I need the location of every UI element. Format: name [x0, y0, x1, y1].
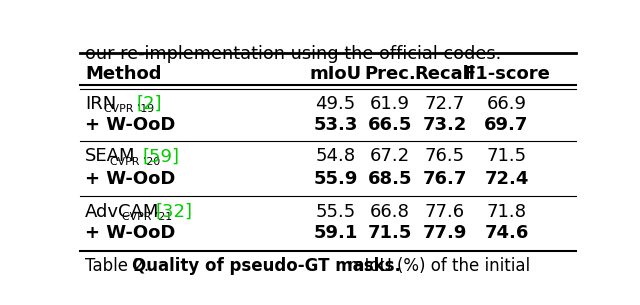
Text: [59]: [59] [143, 147, 180, 165]
Text: mIoU (%) of the initial: mIoU (%) of the initial [343, 257, 530, 275]
Text: 66.5: 66.5 [368, 116, 412, 134]
Text: 72.7: 72.7 [424, 95, 465, 113]
Text: Method: Method [85, 65, 161, 83]
Text: 71.8: 71.8 [486, 203, 527, 221]
Text: 59.1: 59.1 [313, 224, 358, 242]
Text: 73.2: 73.2 [422, 116, 467, 134]
Text: 54.8: 54.8 [316, 147, 355, 165]
Text: CVPR ’20: CVPR ’20 [110, 156, 160, 167]
Text: mIoU: mIoU [309, 65, 362, 83]
Text: 71.5: 71.5 [368, 224, 412, 242]
Text: 69.7: 69.7 [484, 116, 529, 134]
Text: + W-OoD: + W-OoD [85, 170, 175, 188]
Text: our re-implementation using the official codes.: our re-implementation using the official… [85, 45, 501, 63]
Text: [32]: [32] [155, 203, 192, 221]
Text: 76.5: 76.5 [424, 147, 465, 165]
Text: Quality of pseudo-GT masks.: Quality of pseudo-GT masks. [132, 257, 401, 275]
Text: 55.9: 55.9 [313, 170, 358, 188]
Text: 55.5: 55.5 [316, 203, 356, 221]
Text: 61.9: 61.9 [370, 95, 410, 113]
Text: 72.4: 72.4 [484, 170, 529, 188]
Text: AdvCAM: AdvCAM [85, 203, 159, 221]
Text: 53.3: 53.3 [313, 116, 358, 134]
Text: 71.5: 71.5 [486, 147, 527, 165]
Text: F1-score: F1-score [463, 65, 550, 83]
Text: Table 2.: Table 2. [85, 257, 154, 275]
Text: 66.9: 66.9 [486, 95, 527, 113]
Text: Prec.: Prec. [364, 65, 416, 83]
Text: + W-OoD: + W-OoD [85, 224, 175, 242]
Text: 77.9: 77.9 [422, 224, 467, 242]
Text: 49.5: 49.5 [316, 95, 356, 113]
Text: 67.2: 67.2 [370, 147, 410, 165]
Text: 74.6: 74.6 [484, 224, 529, 242]
Text: 76.7: 76.7 [422, 170, 467, 188]
Text: 68.5: 68.5 [368, 170, 412, 188]
Text: IRN: IRN [85, 95, 116, 113]
Text: 66.8: 66.8 [370, 203, 410, 221]
Text: Recall: Recall [414, 65, 475, 83]
Text: SEAM: SEAM [85, 147, 136, 165]
Text: CVPR ’19: CVPR ’19 [104, 104, 154, 114]
Text: 77.6: 77.6 [424, 203, 465, 221]
Text: + W-OoD: + W-OoD [85, 116, 175, 134]
Text: CVPR ’21: CVPR ’21 [122, 212, 172, 222]
Text: [2]: [2] [136, 95, 162, 113]
